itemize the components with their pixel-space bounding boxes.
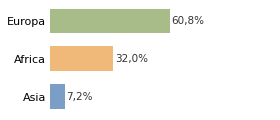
Text: 7,2%: 7,2% xyxy=(66,92,93,102)
Bar xyxy=(50,9,170,33)
Text: 60,8%: 60,8% xyxy=(172,16,204,26)
Bar xyxy=(50,46,113,71)
Bar xyxy=(50,84,64,109)
Text: 32,0%: 32,0% xyxy=(115,54,148,64)
